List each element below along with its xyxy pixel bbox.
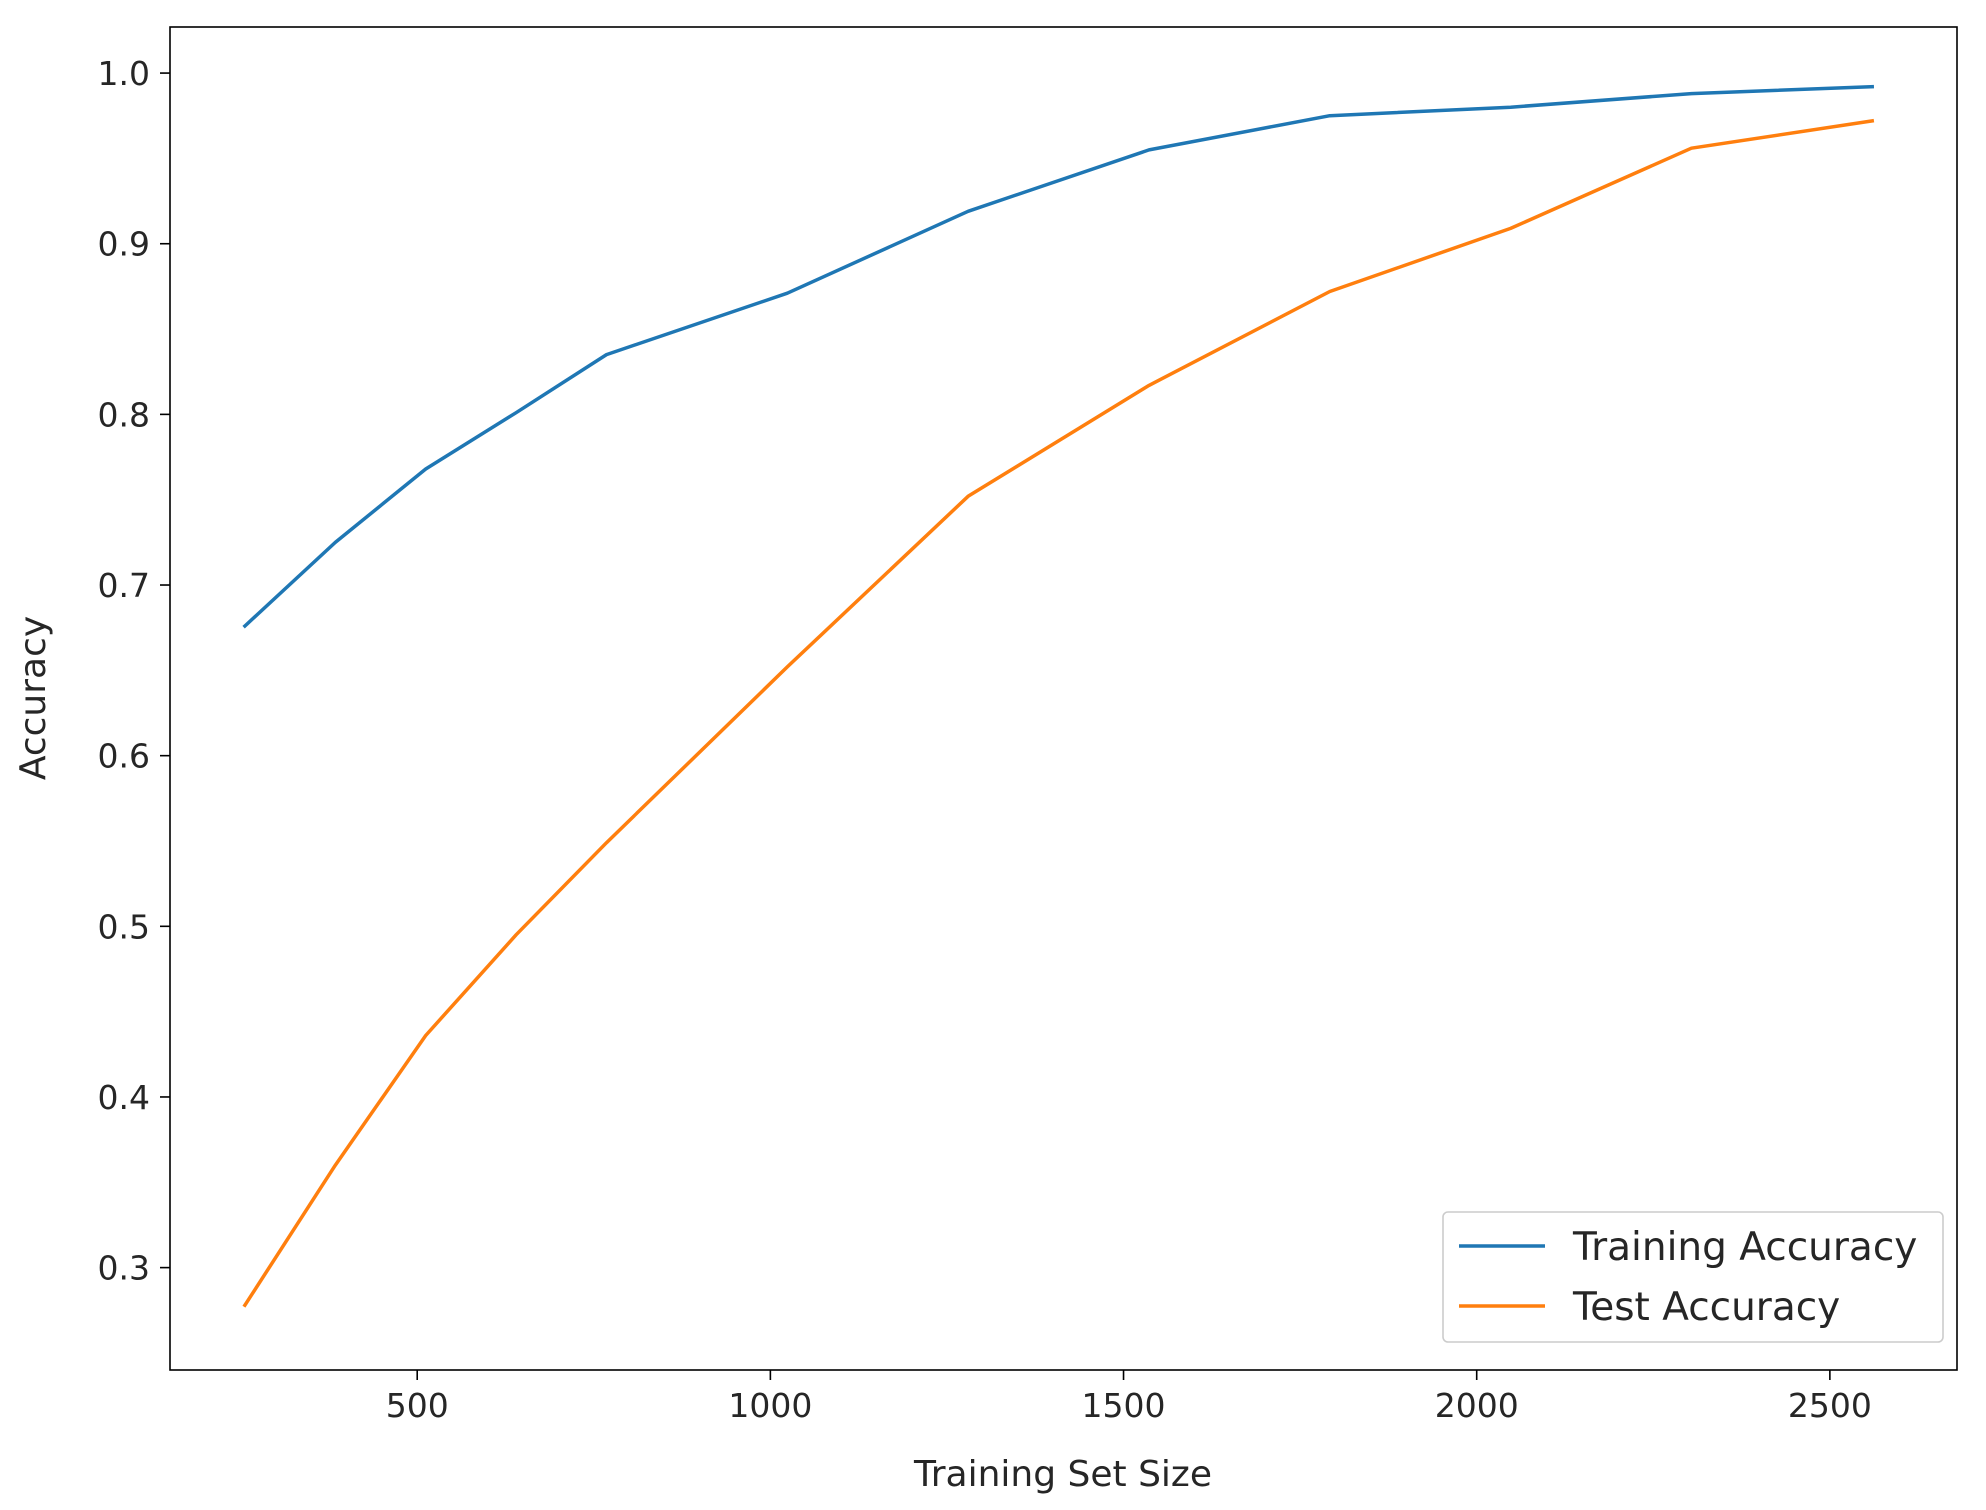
- x-tick-label: 1500: [1082, 1386, 1166, 1425]
- axes-background: [170, 27, 1957, 1370]
- y-tick-label: 1.0: [98, 54, 150, 93]
- axes-frame: [169, 26, 1958, 1371]
- x-tick-label: 2000: [1435, 1386, 1519, 1425]
- legend-label-test-accuracy: Test Accuracy: [1572, 1285, 1840, 1330]
- series-line-test-accuracy: [242, 118, 1875, 1308]
- x-tick-label: 1000: [728, 1386, 812, 1425]
- series-lines: [242, 84, 1875, 1308]
- y-axis-label: Accuracy: [13, 616, 54, 780]
- y-tick-label: 0.5: [98, 907, 150, 946]
- y-tick-label: 0.6: [98, 737, 150, 776]
- x-tick-label: 2500: [1788, 1386, 1872, 1425]
- y-tick-label: 0.7: [98, 566, 150, 605]
- legend-label-training-accuracy: Training Accuracy: [1572, 1225, 1917, 1270]
- y-tick-label: 0.4: [98, 1078, 150, 1117]
- x-axis-label: Training Set Size: [913, 1454, 1212, 1495]
- y-tick-label: 0.8: [98, 395, 150, 434]
- y-tick-label: 0.3: [98, 1249, 150, 1288]
- series-line-training-accuracy: [242, 84, 1875, 629]
- x-axis-ticks: 500 1000 1500 2000 2500: [386, 1370, 1872, 1425]
- legend: Training Accuracy Test Accuracy: [1442, 1211, 1944, 1343]
- y-tick-label: 0.9: [98, 225, 150, 264]
- legend-box: [1442, 1211, 1944, 1343]
- x-tick-label: 500: [386, 1386, 449, 1425]
- y-axis-ticks: 0.3 0.4 0.5 0.6 0.7 0.8 0.9 1.0: [98, 54, 170, 1288]
- plot-area: [170, 27, 1957, 1370]
